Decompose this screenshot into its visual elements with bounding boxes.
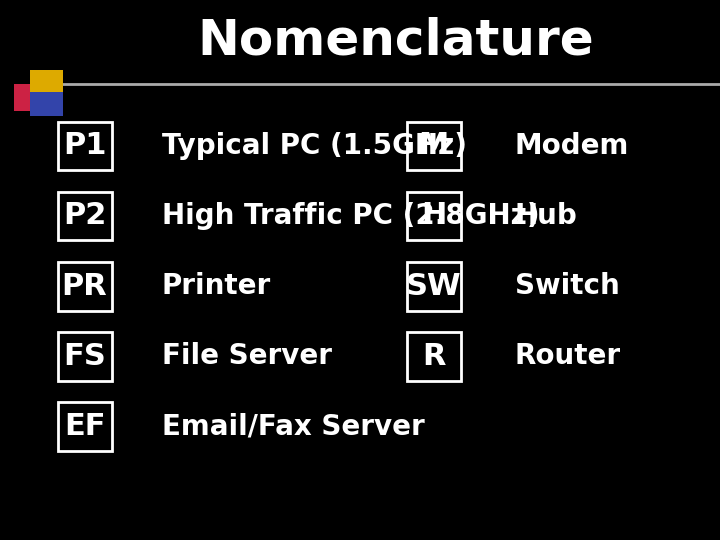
FancyBboxPatch shape	[58, 262, 112, 310]
FancyBboxPatch shape	[30, 92, 63, 116]
Text: EF: EF	[64, 412, 105, 441]
Text: High Traffic PC (2.8GHz): High Traffic PC (2.8GHz)	[162, 202, 539, 230]
FancyBboxPatch shape	[30, 70, 63, 94]
Text: File Server: File Server	[162, 342, 332, 370]
FancyBboxPatch shape	[407, 192, 461, 240]
Text: M: M	[418, 131, 449, 160]
FancyBboxPatch shape	[58, 332, 112, 381]
Text: Email/Fax Server: Email/Fax Server	[162, 413, 425, 441]
FancyBboxPatch shape	[407, 262, 461, 310]
Text: Nomenclature: Nomenclature	[198, 17, 594, 64]
Text: Switch: Switch	[515, 272, 619, 300]
FancyBboxPatch shape	[58, 122, 112, 170]
Text: PR: PR	[62, 272, 107, 301]
FancyBboxPatch shape	[58, 402, 112, 451]
FancyBboxPatch shape	[407, 122, 461, 170]
Text: Typical PC (1.5GHz): Typical PC (1.5GHz)	[162, 132, 467, 160]
FancyBboxPatch shape	[14, 84, 50, 111]
FancyBboxPatch shape	[407, 332, 461, 381]
Text: H: H	[421, 201, 446, 231]
Text: Printer: Printer	[162, 272, 271, 300]
Text: Hub: Hub	[515, 202, 577, 230]
Text: R: R	[422, 342, 446, 371]
Text: Modem: Modem	[515, 132, 629, 160]
Text: FS: FS	[63, 342, 106, 371]
Text: P1: P1	[63, 131, 107, 160]
Text: SW: SW	[406, 272, 462, 301]
Text: P2: P2	[63, 201, 107, 231]
FancyBboxPatch shape	[58, 192, 112, 240]
Text: Router: Router	[515, 342, 621, 370]
